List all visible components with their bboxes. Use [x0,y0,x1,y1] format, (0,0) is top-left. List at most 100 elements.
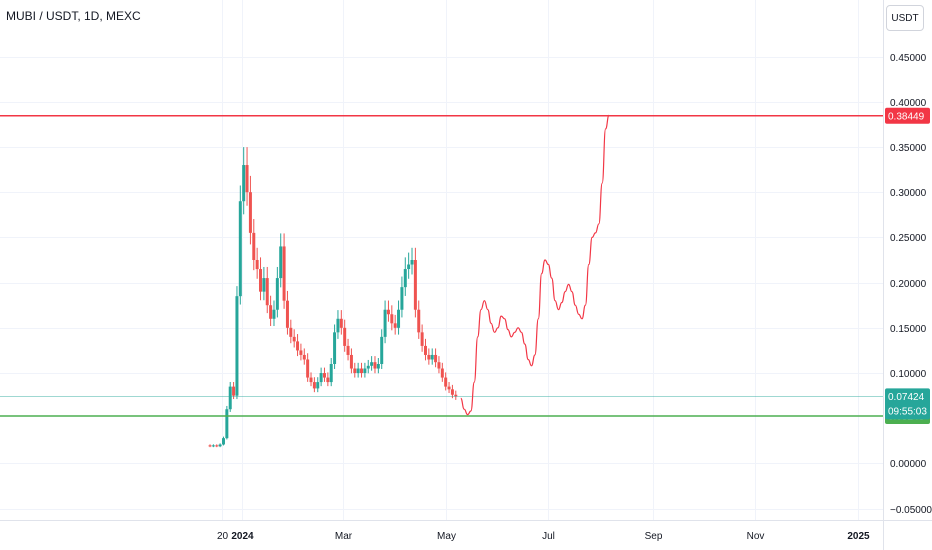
candle-body [400,287,404,310]
projection-path [460,114,610,416]
candle-body [376,364,380,369]
candle-body [211,445,215,447]
candle-body [336,318,340,333]
candle-body [218,444,222,447]
candle-body [306,359,310,378]
y-axis: 0.45000 0.40000 0.35000 0.30000 0.25000 0.200… [883,0,932,550]
candle-body [410,260,414,265]
candle-body [430,354,434,360]
x-tick-label: May [437,531,456,542]
horizontal-lines[interactable] [0,115,883,417]
x-axis: 20 2024 Mar May Jul Sep Nov 2025 [0,520,932,542]
grid [0,0,883,520]
candle-body [360,368,364,374]
y-tick-label: 0.10000 [890,369,927,380]
candle-body [255,260,259,270]
x-tick-label: Jul [542,531,555,542]
candle-body [444,377,448,387]
candle-body [390,314,394,324]
candle-body [279,246,283,279]
x-tick-label: 2025 [847,531,870,542]
candle-body [413,260,417,310]
y-tick-label: 0.20000 [890,279,927,290]
candle-body [262,278,266,292]
candle-body [440,368,444,378]
x-tick-label: Mar [335,531,353,542]
y-tick-label: 0.35000 [890,143,927,154]
candle-body [208,445,212,447]
y-tick-label: 0.00000 [890,459,927,470]
candle-body [232,386,236,396]
candle-body [370,362,374,366]
candle-body [356,368,360,374]
y-tick-label: 0.40000 [890,98,927,109]
candle-body [339,318,343,328]
candle-body [346,345,350,355]
candle-body [326,377,330,383]
candle-body [366,365,370,369]
candle-body [353,368,357,374]
x-tick-label: Sep [645,531,663,542]
candle-body [285,300,289,328]
candle-body [437,362,441,369]
candle-body [245,165,249,193]
candles [208,147,458,448]
candle-body [299,350,303,355]
candle-body [322,373,326,378]
candle-body [269,305,273,319]
y-tick-label: 0.25000 [890,233,927,244]
candle-body [292,336,296,342]
y-tick-label: 0.15000 [890,324,927,335]
candle-body [225,409,229,439]
candle-body [309,377,313,383]
candle-body [333,332,337,364]
candle-body [434,354,438,363]
candle-body [265,278,269,306]
candle-body [447,386,451,390]
candle-body [275,278,279,310]
symbol-title: MUBI / USDT, 1D, MEXC [6,9,141,23]
candle-body [289,327,293,337]
candle-body [312,382,316,389]
countdown-label: 09:55:03 [888,406,927,417]
candle-body [259,269,263,292]
candle-body [252,232,256,260]
candle-body [420,332,424,346]
candle-body [454,394,458,397]
candle-body [242,165,246,202]
y-tick-label: −0.05000 [890,505,932,516]
candle-body [302,354,306,360]
x-tick-label: 20 [217,531,229,542]
candle-body [450,389,454,395]
candle-body [363,368,367,374]
current-price-label: 0.07424 [888,392,925,403]
projection[interactable] [460,114,610,416]
currency-button[interactable]: USDT [886,5,924,31]
candle-body [215,445,219,447]
candle-body [417,309,421,333]
candle-body [329,364,333,383]
candle-body [343,327,347,346]
candle-body [296,341,300,351]
candle-body [349,354,353,369]
candle-body [235,296,239,396]
candle-body [272,309,276,319]
candle-body [221,438,225,445]
y-tick-label: 0.30000 [890,188,927,199]
current-price-tag [885,388,930,420]
candle-body [423,345,427,355]
candle-body [319,373,323,383]
candle-body [403,269,407,288]
candle-body [282,246,286,301]
candle-body [397,309,401,328]
resistance-price-label: 0.38449 [888,111,925,122]
candle-body [407,264,411,270]
candle-body [386,309,390,315]
resistance-price-tag [885,107,930,124]
x-tick-label: 2024 [231,531,254,542]
y-tick-label: 0.45000 [890,53,927,64]
candle-body [427,354,431,360]
candle-body [373,362,377,369]
